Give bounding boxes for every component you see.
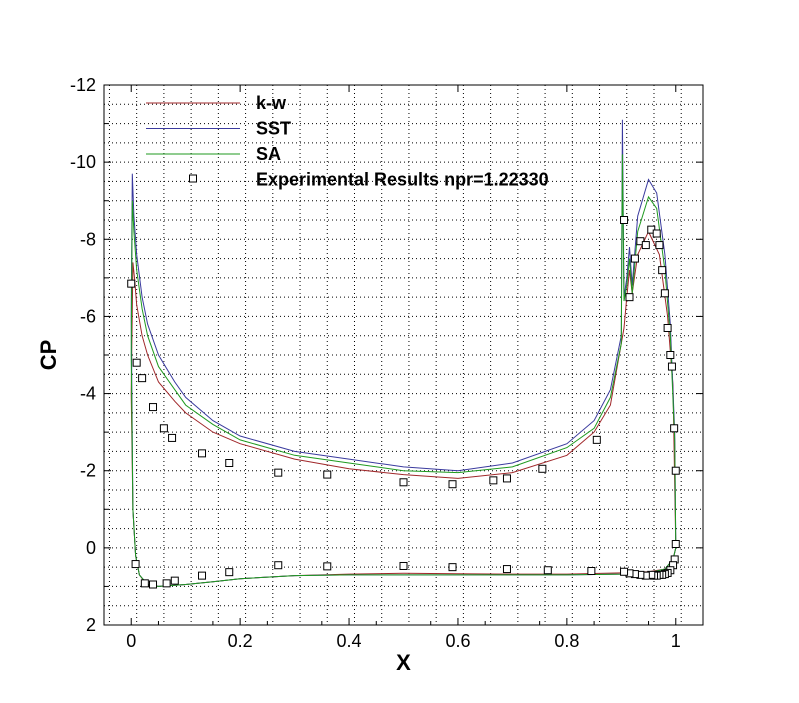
data-point-marker	[198, 571, 207, 580]
y-tick-label: -10	[70, 152, 96, 172]
data-point-marker	[448, 563, 457, 572]
data-point-marker	[170, 576, 179, 585]
x-tick-label: 0.8	[554, 631, 579, 651]
x-axis-title: X	[396, 650, 411, 675]
legend-label-experimental-results-npr-1-22330: Experimental Results npr=1.22330	[256, 170, 549, 190]
y-tick-label: -2	[80, 461, 96, 481]
data-point-marker	[625, 293, 634, 302]
data-point-marker	[140, 579, 149, 588]
legend-label-sst: SST	[256, 119, 291, 139]
data-point-marker	[538, 464, 547, 473]
series-layer	[127, 119, 680, 589]
y-tick-label: -4	[80, 384, 96, 404]
legend-marker-experimental-results-npr-1-22330	[189, 174, 197, 183]
data-point-marker	[670, 424, 679, 433]
legend-label-k-w: k-w	[256, 93, 287, 113]
x-tick-label: 0.2	[228, 631, 253, 651]
data-point-marker	[630, 254, 639, 263]
data-point-marker	[671, 540, 680, 548]
data-point-marker	[162, 579, 171, 588]
data-point-marker	[198, 449, 207, 458]
legend-label-sa: SA	[256, 144, 281, 164]
data-point-marker	[543, 566, 552, 575]
data-point-marker	[225, 568, 234, 577]
data-point-marker	[502, 565, 511, 574]
series-sst-upper-line	[130, 119, 677, 548]
x-tick-label: 0.4	[337, 631, 362, 651]
data-point-marker	[620, 216, 629, 224]
x-tick-label: 1	[671, 631, 681, 651]
y-tick-label: -6	[80, 306, 96, 326]
data-point-marker	[399, 478, 408, 487]
data-point-marker	[138, 374, 147, 383]
y-tick-label: 0	[86, 538, 96, 558]
series-k-w-upper-line	[130, 230, 677, 548]
data-point-marker	[274, 561, 283, 570]
data-point-marker	[168, 433, 177, 442]
data-point-marker	[132, 358, 141, 367]
data-point-marker	[587, 567, 596, 575]
data-point-marker	[127, 279, 136, 288]
legend: k-w SST SA Experimental Results npr=1.22330	[146, 93, 549, 190]
y-axis-title: CP	[36, 340, 61, 371]
x-tick-label: 0	[126, 631, 136, 651]
data-point-marker	[323, 562, 332, 571]
grid	[104, 85, 703, 625]
y-tick-label: -12	[70, 75, 96, 95]
data-point-marker	[620, 567, 629, 576]
data-point-marker	[667, 362, 676, 371]
data-point-marker	[592, 435, 601, 444]
series-experimental-results-npr-1-22330-markers	[127, 216, 680, 589]
x-tick-label: 0.6	[445, 631, 470, 651]
data-point-marker	[399, 561, 408, 570]
data-point-marker	[663, 324, 672, 332]
data-point-marker	[489, 476, 498, 485]
data-point-marker	[149, 580, 158, 589]
data-point-marker	[658, 266, 667, 275]
series-sa-upper-line	[130, 154, 677, 548]
data-point-marker	[660, 289, 669, 298]
data-point-marker	[502, 474, 511, 483]
y-tick-label: -8	[80, 229, 96, 249]
data-point-marker	[225, 459, 234, 467]
data-point-marker	[274, 468, 283, 477]
y-tick-label: 2	[86, 615, 96, 635]
data-point-marker	[159, 424, 168, 433]
data-point-marker	[655, 241, 664, 250]
plot-frame	[103, 84, 704, 626]
data-point-marker	[149, 403, 158, 412]
data-point-marker	[131, 560, 140, 569]
data-point-marker	[671, 466, 680, 475]
data-point-marker	[323, 470, 332, 479]
data-point-marker	[641, 241, 650, 250]
data-point-marker	[652, 229, 661, 238]
axis-ticks: 0 0.2 0.4 0.6 0.8 1 -12 -10 -8 -6 -4 -2 0 2	[70, 75, 703, 651]
data-point-marker	[448, 480, 457, 489]
data-point-marker	[666, 351, 675, 359]
